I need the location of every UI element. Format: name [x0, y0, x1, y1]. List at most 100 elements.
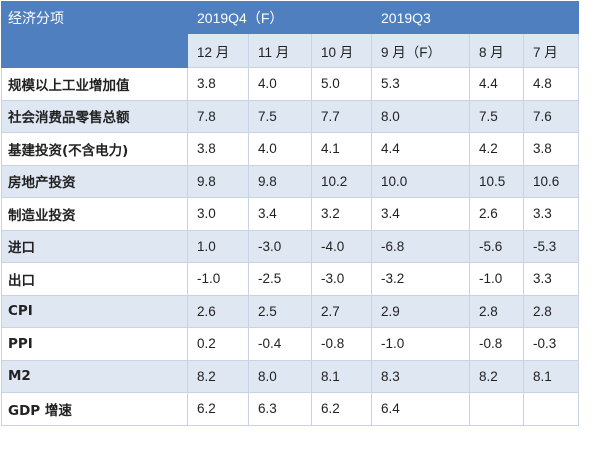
table-row: PPI 0.2 -0.4 -0.8 -1.0 -0.8 -0.3: [1, 327, 580, 361]
table-cell: 3.4: [371, 197, 470, 231]
table-cell: -0.8: [469, 327, 524, 361]
table-cell: 3.8: [522, 132, 580, 166]
table-cell: 4.0: [248, 132, 312, 166]
table-cell: 3.2: [311, 197, 372, 231]
table-cell: -0.8: [311, 327, 372, 361]
table-cell: 8.1: [311, 359, 372, 393]
table-cell: -2.5: [248, 262, 312, 296]
header-group-row: 经济分项 2019Q4（F） 2019Q3: [1, 1, 580, 34]
table-cell: 5.3: [371, 67, 470, 101]
row-label: 规模以上工业增加值: [1, 67, 188, 101]
row-label: CPI: [1, 294, 188, 328]
table-cell: 4.4: [371, 132, 470, 166]
table-cell: 7.5: [469, 99, 524, 133]
row-label: M2: [1, 359, 188, 393]
table-cell: 1.0: [187, 229, 249, 263]
table-row: 基建投资(不含电力) 3.8 4.0 4.1 4.4 4.2 3.8: [1, 132, 580, 166]
table-cell: 0.2: [187, 327, 249, 361]
table-cell: 4.4: [469, 67, 524, 101]
table-cell: 6.2: [311, 392, 372, 426]
month-header: 8 月: [469, 33, 524, 68]
table-cell: -0.3: [522, 327, 580, 361]
table-body: 规模以上工业增加值 3.8 4.0 5.0 5.3 4.4 4.8 社会消费品零售总额 7.8 7…: [1, 67, 580, 426]
table-cell: 3.3: [522, 197, 580, 231]
table-cell: 5.0: [311, 67, 372, 101]
table-cell: 3.4: [248, 197, 312, 231]
table-cell: 3.0: [187, 197, 249, 231]
table-cell: [469, 392, 524, 426]
table-cell: 7.8: [187, 99, 249, 133]
table-cell: 2.9: [371, 294, 470, 328]
month-header: 10 月: [311, 33, 372, 68]
table-cell: 2.5: [248, 294, 312, 328]
row-label: 制造业投资: [1, 197, 188, 231]
table-cell: -0.4: [248, 327, 312, 361]
table-cell: 10.6: [522, 164, 580, 198]
table-cell: 4.1: [311, 132, 372, 166]
table-cell: 7.7: [311, 99, 372, 133]
table-cell: 2.8: [522, 294, 580, 328]
table-cell: 2.6: [187, 294, 249, 328]
table-cell: 9.8: [248, 164, 312, 198]
row-label: 出口: [1, 262, 188, 296]
table-cell: 10.5: [469, 164, 524, 198]
row-label: 进口: [1, 229, 188, 263]
table-cell: 2.7: [311, 294, 372, 328]
table-cell: 7.5: [248, 99, 312, 133]
table-cell: -4.0: [311, 229, 372, 263]
table-cell: -3.0: [311, 262, 372, 296]
table-row: 出口 -1.0 -2.5 -3.0 -3.2 -1.0 3.3: [1, 262, 580, 296]
month-header: 11 月: [248, 33, 312, 68]
month-header: 9 月（F）: [371, 33, 470, 68]
table-row: 房地产投资 9.8 9.8 10.2 10.0 10.5 10.6: [1, 164, 580, 198]
table-cell: -5.6: [469, 229, 524, 263]
table-cell: 3.8: [187, 67, 249, 101]
row-label: 房地产投资: [1, 164, 188, 198]
table-cell: 4.8: [522, 67, 580, 101]
table-cell: 8.3: [371, 359, 470, 393]
table-cell: 4.0: [248, 67, 312, 101]
table-cell: 8.0: [371, 99, 470, 133]
table-cell: 10.2: [311, 164, 372, 198]
table-row: GDP 增速 6.2 6.3 6.2 6.4: [1, 392, 580, 426]
month-header: 12 月: [187, 33, 249, 68]
group-header-q4: 2019Q4（F）: [187, 1, 372, 34]
row-label: 基建投资(不含电力): [1, 132, 188, 166]
month-header: 7 月: [522, 33, 580, 68]
table-row: 进口 1.0 -3.0 -4.0 -6.8 -5.6 -5.3: [1, 229, 580, 263]
table-cell: 3.3: [522, 262, 580, 296]
table-cell: -1.0: [187, 262, 249, 296]
table-cell: 7.6: [522, 99, 580, 133]
table-cell: 2.8: [469, 294, 524, 328]
table-cell: -6.8: [371, 229, 470, 263]
table-cell: 6.3: [248, 392, 312, 426]
table-cell: 3.8: [187, 132, 249, 166]
table-cell: 9.8: [187, 164, 249, 198]
row-label: GDP 增速: [1, 392, 188, 426]
row-label: 社会消费品零售总额: [1, 99, 188, 133]
table-cell: 6.4: [371, 392, 470, 426]
table-row: 规模以上工业增加值 3.8 4.0 5.0 5.3 4.4 4.8: [1, 67, 580, 101]
table-cell: 6.2: [187, 392, 249, 426]
header-month-row: 12 月 11 月 10 月 9 月（F） 8 月 7 月: [1, 33, 580, 68]
table-cell: 4.2: [469, 132, 524, 166]
table-cell: -3.0: [248, 229, 312, 263]
table-cell: 2.6: [469, 197, 524, 231]
table-cell: -1.0: [469, 262, 524, 296]
table-row: CPI 2.6 2.5 2.7 2.9 2.8 2.8: [1, 294, 580, 328]
economic-forecast-table: 经济分项 2019Q4（F） 2019Q3 12 月 11 月 10 月 9 月…: [1, 1, 580, 426]
table-row: M2 8.2 8.0 8.1 8.3 8.2 8.1: [1, 359, 580, 393]
table-row: 社会消费品零售总额 7.8 7.5 7.7 8.0 7.5 7.6: [1, 99, 580, 133]
table-cell: -3.2: [371, 262, 470, 296]
table-cell: -1.0: [371, 327, 470, 361]
table-cell: -5.3: [522, 229, 580, 263]
table-cell: 8.2: [469, 359, 524, 393]
group-header-q3: 2019Q3: [370, 1, 580, 34]
row-label: PPI: [1, 327, 188, 361]
table-row: 制造业投资 3.0 3.4 3.2 3.4 2.6 3.3: [1, 197, 580, 231]
corner-label: 经济分项: [1, 1, 188, 34]
table-cell: 8.0: [248, 359, 312, 393]
table-cell: 8.2: [187, 359, 249, 393]
corner-blank: [1, 33, 188, 68]
table-cell: 8.1: [522, 359, 580, 393]
